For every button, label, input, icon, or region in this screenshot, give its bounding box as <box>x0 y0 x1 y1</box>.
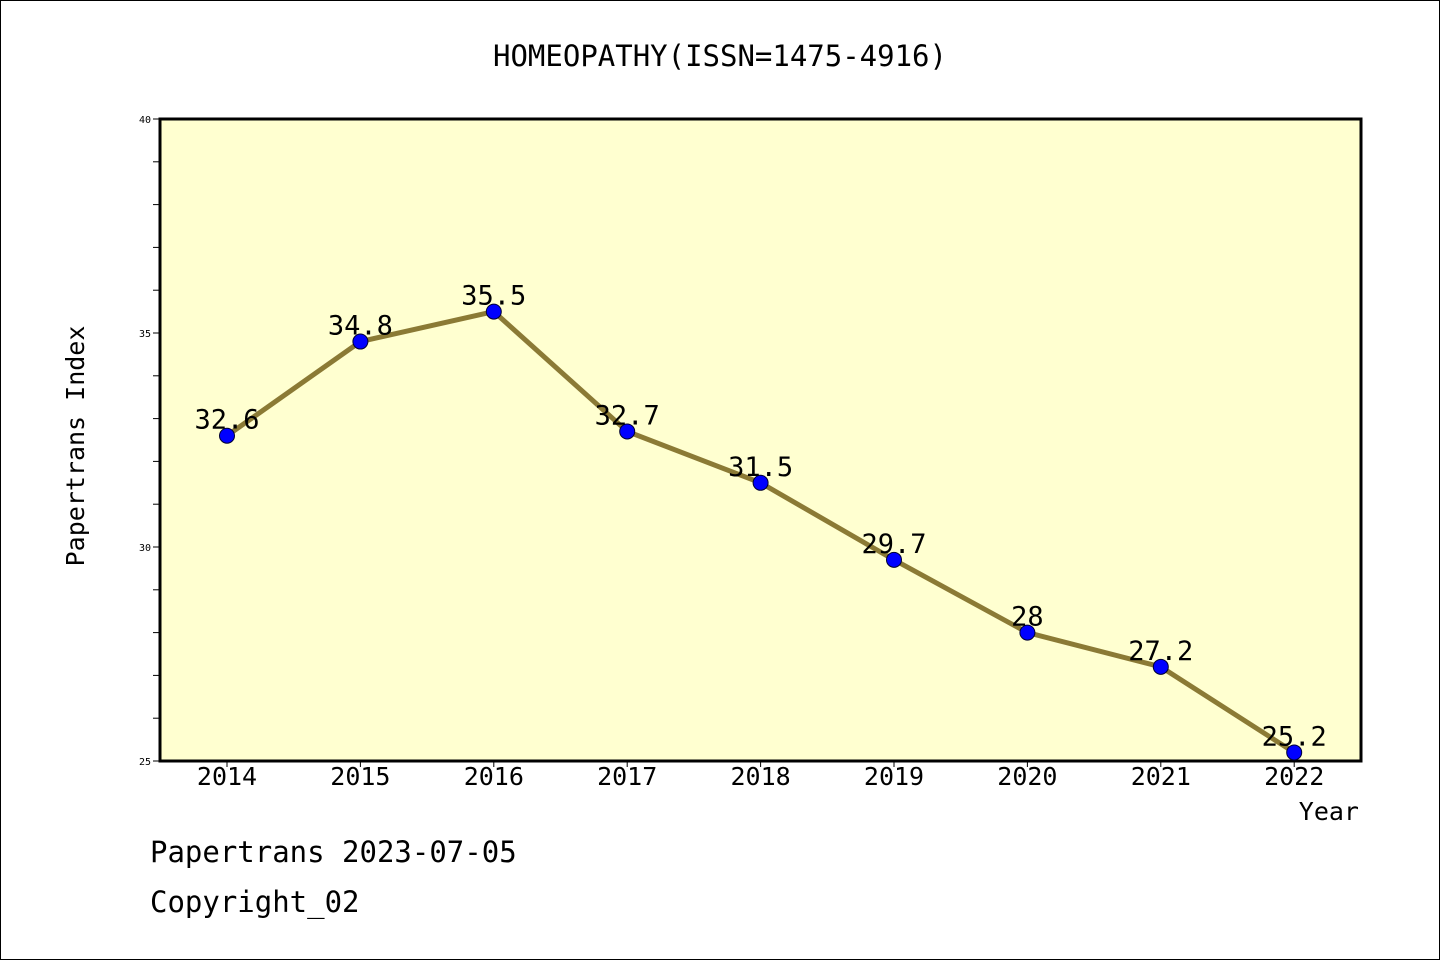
data-label: 32.6 <box>194 405 259 436</box>
y-tick-label: 35 <box>139 329 151 340</box>
y-tick-label: 25 <box>139 757 151 768</box>
y-tick-label: 40 <box>139 115 151 126</box>
data-point <box>619 423 636 440</box>
x-axis: 2014 2015 2016 2017 2018 2019 2020 2021 2022 <box>197 761 1324 791</box>
plot-area <box>158 117 1363 763</box>
data-label: 31.5 <box>728 452 793 483</box>
data-label: 35.5 <box>461 281 526 312</box>
data-point <box>752 474 769 491</box>
data-point <box>1286 744 1303 761</box>
data-point <box>352 333 369 350</box>
x-tick-label: 2017 <box>597 762 657 791</box>
data-point <box>1019 624 1036 641</box>
footer-copyright: Copyright_02 <box>150 885 360 919</box>
data-markers <box>219 303 1303 761</box>
chart-title: HOMEOPATHY(ISSN=1475-4916) <box>493 39 947 73</box>
x-tick-label: 2018 <box>730 762 790 791</box>
y-axis-label: Papertrans Index <box>61 326 90 567</box>
data-point <box>886 551 902 568</box>
x-tick-label: 2022 <box>1264 762 1324 791</box>
x-tick-label: 2015 <box>330 762 390 791</box>
x-axis-label: Year <box>1299 797 1359 826</box>
data-label: 29.7 <box>861 529 926 560</box>
x-tick-label: 2020 <box>997 762 1057 791</box>
y-tick-label: 30 <box>139 543 151 554</box>
x-tick-label: 2019 <box>864 762 924 791</box>
data-label: 32.7 <box>595 400 660 431</box>
data-label: 25.2 <box>1262 721 1327 752</box>
data-labels: 32.6 34.8 35.5 32.7 31.5 29.7 28 27.2 25.2 <box>194 281 1326 753</box>
data-label: 34.8 <box>328 311 393 342</box>
x-tick-label: 2021 <box>1131 762 1191 791</box>
data-point <box>485 303 502 320</box>
x-tick-label: 2014 <box>197 762 257 791</box>
data-label: 27.2 <box>1128 636 1193 667</box>
x-tick-label: 2016 <box>464 762 524 791</box>
data-point <box>219 427 235 444</box>
y-axis: 25 30 35 40 <box>139 115 160 768</box>
data-label: 28 <box>1011 602 1044 633</box>
data-point <box>1152 658 1169 675</box>
footer-date: Papertrans 2023-07-05 <box>150 835 517 869</box>
